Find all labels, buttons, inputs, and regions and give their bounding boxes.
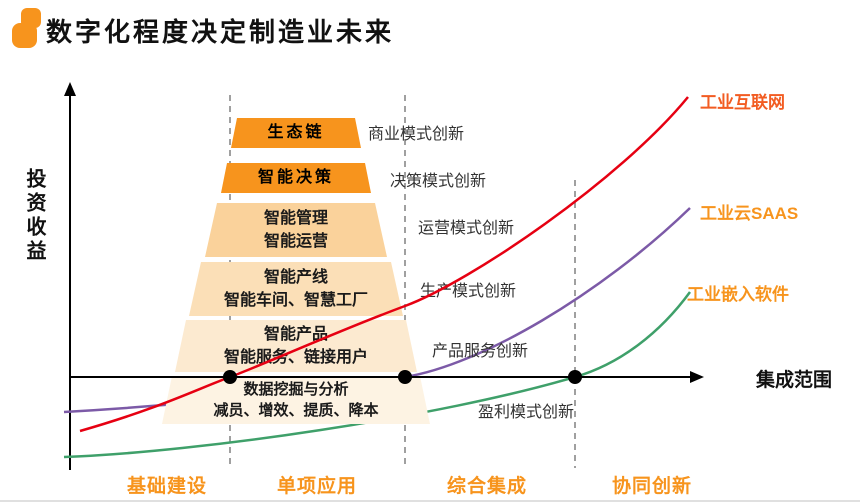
pyramid-level-ecosystem-chain: 生态链 [231,118,361,148]
pyramid-level-text: 智能决策 [257,169,334,186]
pyramid-level-text: 智能运营 [263,233,328,250]
pyramid-level-text: 智能服务、链接用户 [223,349,368,366]
curve-industrial-embedded-software [63,291,692,459]
innovation-label-operation-model: 运营模式创新 [418,220,515,237]
stage-label-infrastructure: 基础建设 [126,476,207,497]
curve-label-industrial-embedded-software: 工业嵌入软件 [687,285,789,304]
pyramid-level-text: 智能管理 [263,210,328,227]
pyramid-level-text: 智能车间、智慧工厂 [223,292,368,309]
stage-label-collaborative-innovation: 协同创新 [611,476,692,497]
pyramid-level-text: 数据挖掘与分析 [243,381,349,398]
curve-label-industrial-internet: 工业互联网 [700,93,785,112]
pyramid-level-text: 减员、增效、提质、降本 [213,402,379,419]
pyramid-level-intelligent-management: 智能管理 智能运营 [205,203,387,257]
pyramid-level-data-mining: 数据挖掘与分析 减员、增效、提质、降本 [162,376,430,424]
pyramid-level-intelligent-production-line: 智能产线 智能车间、智慧工厂 [189,262,403,316]
innovation-label-product-service: 产品服务创新 [432,343,529,360]
stage-label-single-application: 单项应用 [276,476,357,497]
pyramid-level-text: 智能产品 [263,326,328,343]
innovation-label-business-model: 商业模式创新 [368,126,465,143]
y-axis-arrow [64,82,76,96]
pyramid-level-text: 生态链 [267,124,325,141]
innovation-label-profit-model: 盈利模式创新 [478,404,575,421]
x-axis-label: 集成范围 [756,370,833,391]
logo-square-bottom [12,23,37,48]
pyramid-level-intelligent-product: 智能产品 智能服务、链接用户 [175,320,417,372]
title-logo-icon [12,8,46,52]
y-axis-label: 投资收益 [23,168,45,264]
page-title: 数字化程度决定制造业未来 [46,17,395,47]
innovation-label-production-model: 生产模式创新 [420,283,517,300]
pyramid-level-intelligent-decision: 智能决策 [221,163,371,193]
stage-label-comprehensive-integration: 综合集成 [446,476,527,497]
pyramid-level-text: 智能产线 [263,269,328,286]
curve-label-industrial-cloud-saas: 工业云SAAS [700,204,799,223]
innovation-label-decision-model: 决策模式创新 [390,173,487,190]
